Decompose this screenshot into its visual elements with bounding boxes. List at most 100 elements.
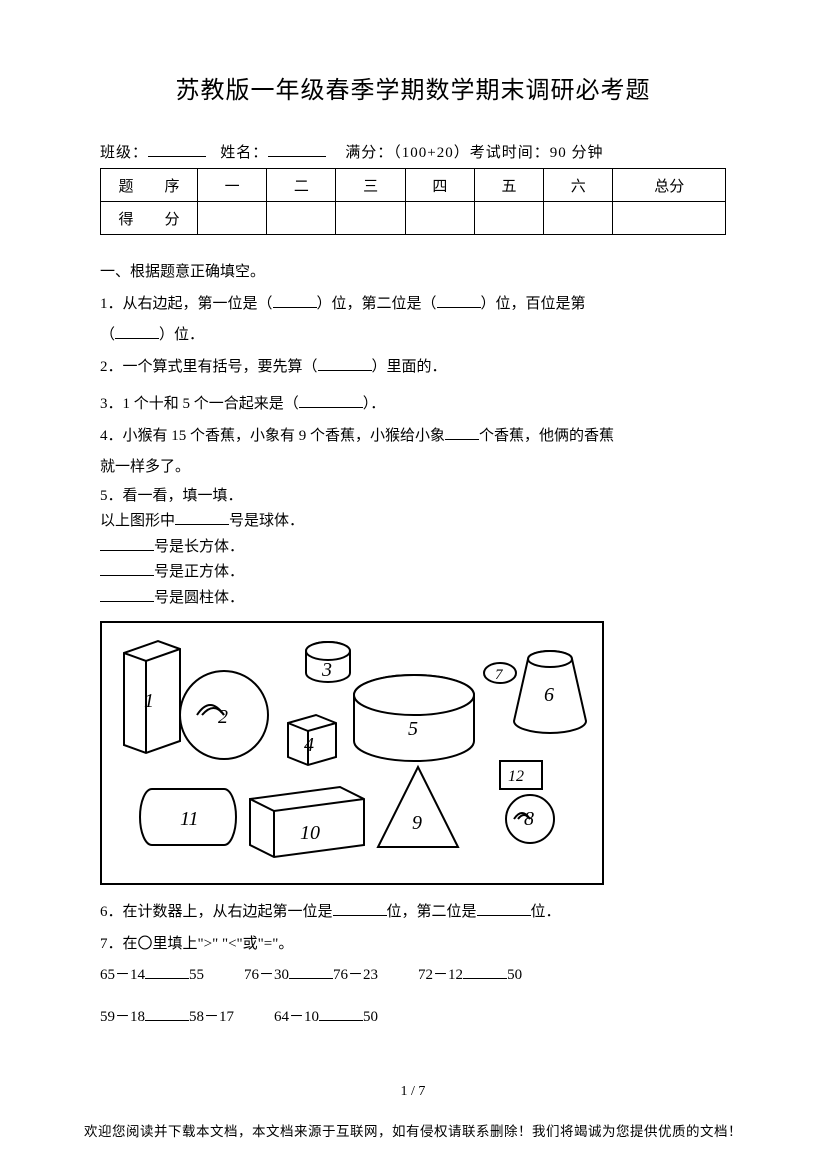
q4-cont: 就一样多了。 bbox=[100, 452, 726, 484]
blank bbox=[115, 324, 159, 339]
name-label: 姓名： bbox=[220, 145, 268, 161]
blank bbox=[299, 393, 363, 408]
shapes-figure: 1 2 3 4 bbox=[100, 621, 604, 885]
q4-text: 4．小猴有 15 个香蕉，小象有 9 个香蕉，小猴给小象 bbox=[100, 428, 445, 444]
expr: 58－17 bbox=[189, 1009, 234, 1025]
blank bbox=[100, 587, 154, 602]
q1-text: （ bbox=[100, 327, 115, 343]
shape-label: 6 bbox=[544, 684, 554, 706]
col-cell: 六 bbox=[544, 169, 613, 202]
q1-text: 1．从右边起，第一位是（ bbox=[100, 296, 273, 312]
q2-text: 2．一个算式里有括号，要先算（ bbox=[100, 359, 318, 375]
expr: 59－18 bbox=[100, 1009, 145, 1025]
q5-line: 号是正方体． bbox=[100, 560, 726, 586]
q5-line: 以上图形中 号是球体． bbox=[100, 509, 726, 535]
expr: 76－30 bbox=[244, 967, 289, 983]
q4: 4．小猴有 15 个香蕉，小象有 9 个香蕉，小猴给小象 个香蕉，他俩的香蕉 bbox=[100, 421, 726, 453]
q5-line: 号是圆柱体． bbox=[100, 586, 726, 612]
blank bbox=[289, 964, 333, 979]
blank bbox=[100, 561, 154, 576]
info-line: 班级： 姓名： 满分：（100+20）考试时间：90 分钟 bbox=[100, 141, 726, 162]
blank bbox=[319, 1006, 363, 1021]
name-blank bbox=[268, 142, 326, 157]
score-cell bbox=[198, 202, 267, 235]
shape-label: 4 bbox=[304, 734, 314, 756]
expr: 50 bbox=[363, 1009, 378, 1025]
shape-label: 9 bbox=[412, 812, 422, 834]
blank bbox=[100, 536, 154, 551]
expr: 72－12 bbox=[418, 967, 463, 983]
expr: 65－14 bbox=[100, 967, 145, 983]
q1-text: ）位，百位是第 bbox=[481, 296, 586, 312]
questions: 一、根据题意正确填空。 1．从右边起，第一位是（）位，第二位是（）位，百位是第 … bbox=[100, 257, 726, 1033]
blank bbox=[445, 425, 479, 440]
class-blank bbox=[148, 142, 206, 157]
score-cell bbox=[405, 202, 474, 235]
q5: 5．看一看，填一填． bbox=[100, 484, 726, 510]
blank bbox=[333, 901, 387, 916]
score-cell bbox=[336, 202, 405, 235]
q5-text: 以上图形中 bbox=[100, 513, 175, 529]
blank bbox=[437, 293, 481, 308]
q7: 7．在〇里填上">" "<"或"="。 bbox=[100, 929, 726, 961]
score-cell bbox=[267, 202, 336, 235]
score-cell bbox=[474, 202, 543, 235]
q7-row1: 65－14 55 76－30 76－23 72－12 50 bbox=[100, 960, 726, 992]
q6: 6．在计数器上，从右边起第一位是 位，第二位是 位． bbox=[100, 897, 726, 929]
q7-row2: 59－18 58－17 64－10 50 bbox=[100, 1002, 726, 1034]
score-table: 题 序 一 二 三 四 五 六 总分 得 分 bbox=[100, 168, 726, 235]
q6-text: 位． bbox=[531, 904, 561, 920]
blank bbox=[145, 1006, 189, 1021]
expr: 76－23 bbox=[333, 967, 378, 983]
col-cell: 总分 bbox=[613, 169, 726, 202]
q5-text: 号是圆柱体． bbox=[154, 590, 244, 606]
shape-label: 10 bbox=[300, 822, 320, 844]
shape-label: 11 bbox=[180, 808, 199, 830]
q3: 3．1 个十和 5 个一合起来是（ ）． bbox=[100, 389, 726, 421]
q3-text: 3．1 个十和 5 个一合起来是（ bbox=[100, 396, 299, 412]
full-label: 满分：（100+20）考试时间：90 分钟 bbox=[345, 145, 603, 161]
shape-label: 2 bbox=[218, 706, 228, 728]
blank bbox=[318, 356, 372, 371]
blank bbox=[145, 964, 189, 979]
shape-label: 8 bbox=[524, 808, 534, 830]
q3-text: ）． bbox=[363, 396, 386, 412]
score-cell bbox=[544, 202, 613, 235]
table-row: 题 序 一 二 三 四 五 六 总分 bbox=[101, 169, 726, 202]
class-label: 班级： bbox=[100, 145, 148, 161]
col-cell: 三 bbox=[336, 169, 405, 202]
col-cell: 四 bbox=[405, 169, 474, 202]
q1-text: ）位． bbox=[159, 327, 204, 343]
q2-text: ）里面的． bbox=[372, 359, 447, 375]
col-cell: 一 bbox=[198, 169, 267, 202]
q1-text: ）位，第二位是（ bbox=[317, 296, 437, 312]
expr: 64－10 bbox=[274, 1009, 319, 1025]
shape-label: 3 bbox=[321, 659, 332, 681]
blank bbox=[463, 964, 507, 979]
expr: 50 bbox=[507, 967, 522, 983]
shape-label: 12 bbox=[508, 768, 524, 785]
shape-label: 1 bbox=[144, 690, 154, 712]
row-label: 得 分 bbox=[101, 202, 198, 235]
section-heading: 一、根据题意正确填空。 bbox=[100, 257, 726, 289]
footer-text: 欢迎您阅读并下载本文档，本文档来源于互联网，如有侵权请联系删除！我们将竭诚为您提… bbox=[0, 1120, 826, 1140]
q1: 1．从右边起，第一位是（ ）位，第二位是（ ）位，百位是第 bbox=[100, 289, 726, 321]
score-cell bbox=[613, 202, 726, 235]
q4-text: 个香蕉，他俩的香蕉 bbox=[479, 428, 614, 444]
q5-text: 号是正方体． bbox=[154, 564, 244, 580]
col-cell: 二 bbox=[267, 169, 336, 202]
q2: 2．一个算式里有括号，要先算（ ）里面的． bbox=[100, 352, 726, 384]
q6-text: 6．在计数器上，从右边起第一位是 bbox=[100, 904, 333, 920]
row-label: 题 序 bbox=[101, 169, 198, 202]
blank bbox=[175, 510, 229, 525]
q5-text: 号是球体． bbox=[229, 513, 304, 529]
col-cell: 五 bbox=[474, 169, 543, 202]
q6-text: 位，第二位是 bbox=[387, 904, 477, 920]
expr: 55 bbox=[189, 967, 204, 983]
page-number: 1 / 7 bbox=[0, 1084, 826, 1100]
q1-cont: （ ）位． bbox=[100, 320, 726, 352]
page-title: 苏教版一年级春季学期数学期末调研必考题 bbox=[100, 70, 726, 105]
table-row: 得 分 bbox=[101, 202, 726, 235]
q5-text: 号是长方体． bbox=[154, 539, 244, 555]
q5-line: 号是长方体． bbox=[100, 535, 726, 561]
